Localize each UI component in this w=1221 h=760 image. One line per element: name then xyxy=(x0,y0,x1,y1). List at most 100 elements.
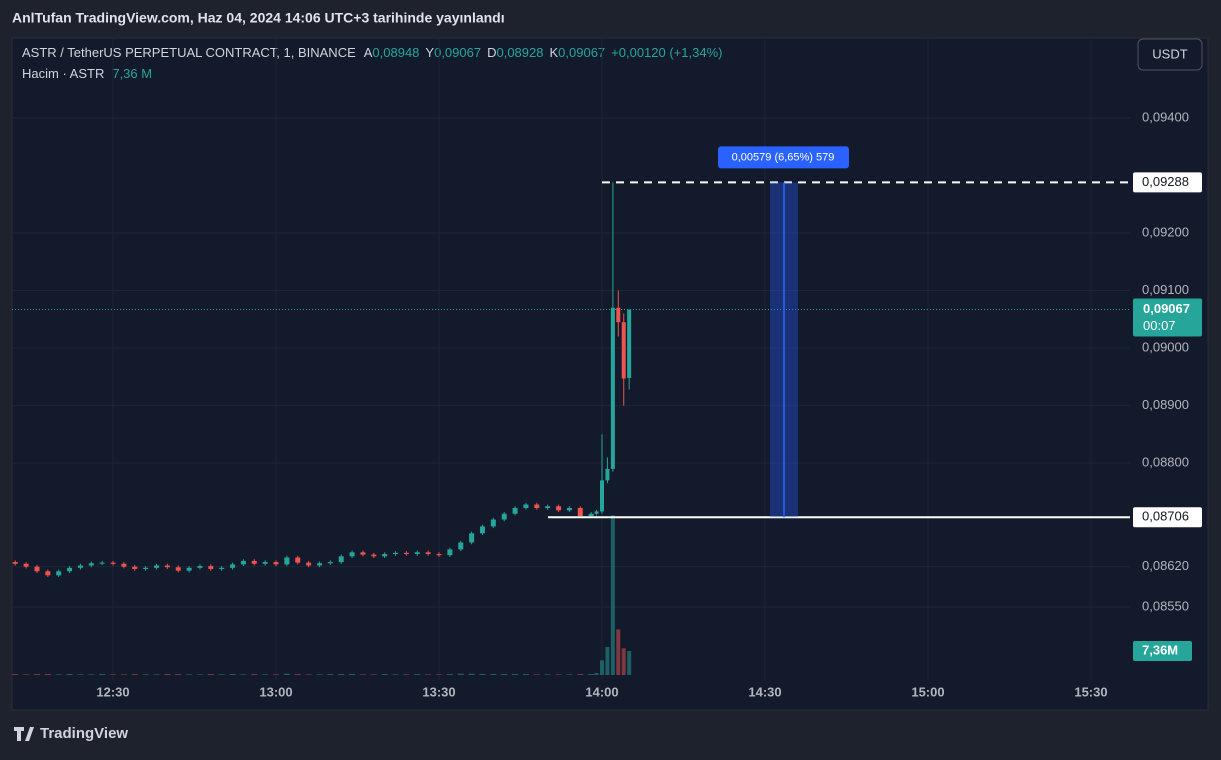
candle-body xyxy=(175,567,181,571)
candle-body xyxy=(34,566,40,572)
volume-bar xyxy=(99,674,106,675)
volume-bar xyxy=(164,674,171,675)
candle-body xyxy=(512,507,518,514)
volume-bar xyxy=(414,674,421,675)
level-label: 0,08706 xyxy=(1142,509,1189,524)
x-tick-label: 15:30 xyxy=(1074,684,1107,699)
volume-bar xyxy=(594,673,599,675)
volume-bar xyxy=(175,674,182,675)
candle-body xyxy=(208,566,214,569)
value: 0,09067 xyxy=(558,45,605,60)
currency-button[interactable] xyxy=(1137,38,1203,71)
candle-body xyxy=(501,513,507,520)
last-price-badge xyxy=(1133,298,1202,337)
volume-bar xyxy=(77,674,84,675)
volume-bar xyxy=(522,674,529,675)
published-note: AnlTufan TradingView.com, Haz 04, 2024 1… xyxy=(12,10,505,26)
volume-bar xyxy=(392,674,399,675)
level-label-box xyxy=(1133,507,1202,528)
x-tick-label: 13:30 xyxy=(422,684,455,699)
candle-body xyxy=(56,571,62,576)
volume-bar xyxy=(436,674,443,675)
volume-bar xyxy=(23,674,30,675)
candle-body xyxy=(605,468,610,481)
key: A xyxy=(364,45,373,60)
key: Y xyxy=(425,45,434,60)
volume-bar xyxy=(12,674,19,675)
candle-body xyxy=(621,322,626,379)
candle-body xyxy=(12,562,18,564)
candle-body xyxy=(490,519,496,527)
volume-bar xyxy=(588,674,595,675)
candle-body xyxy=(371,554,377,557)
candle-body xyxy=(23,563,29,567)
candle-body xyxy=(566,507,572,511)
volume-bar xyxy=(425,674,432,675)
candle-body xyxy=(616,307,621,323)
volume-bar xyxy=(196,674,203,675)
volume-bar xyxy=(229,674,236,675)
y-tick-label: 0,09400 xyxy=(1142,109,1189,124)
volume-bar xyxy=(305,674,312,675)
y-tick-label: 0,08620 xyxy=(1142,558,1189,573)
candle-body xyxy=(251,560,257,564)
key: D xyxy=(487,45,496,60)
volume-bar xyxy=(533,674,540,675)
legend-line: ASTR / TetherUS PERPETUAL CONTRACT, 1, B… xyxy=(22,45,722,60)
volume-bar xyxy=(349,674,356,675)
volume-bar xyxy=(218,674,225,675)
candle-body xyxy=(534,504,540,508)
candle-body xyxy=(360,552,366,555)
candle-body xyxy=(545,506,551,508)
candle-body xyxy=(143,567,149,569)
volume-bar xyxy=(283,673,290,675)
y-tick-label: 0,09100 xyxy=(1142,282,1189,297)
candle-body xyxy=(556,506,562,511)
currency[interactable]: USDT xyxy=(1152,46,1187,61)
x-tick-label: 14:30 xyxy=(748,684,781,699)
volume-bar xyxy=(600,660,604,675)
volume-bar xyxy=(512,674,519,675)
candle-body xyxy=(327,562,333,564)
y-tick-label: 0,08900 xyxy=(1142,397,1189,412)
volume-bar xyxy=(316,674,323,675)
volume-bar xyxy=(468,673,475,675)
candle-body xyxy=(110,562,116,564)
volume-bar xyxy=(273,674,280,675)
level-label-box xyxy=(1133,172,1202,193)
candle-body xyxy=(77,565,83,568)
x-tick-label: 13:00 xyxy=(259,684,292,699)
candle-body xyxy=(132,566,138,569)
candle-body xyxy=(45,571,51,576)
volume-bar xyxy=(110,674,117,675)
key: K xyxy=(549,45,558,60)
volume-value: 7,36 M xyxy=(112,66,152,81)
change: +0,00120 (+1,34%) xyxy=(611,45,722,60)
candle-body xyxy=(164,565,170,568)
volume-bar xyxy=(120,674,127,675)
candle-body xyxy=(262,562,268,564)
volume-bar xyxy=(240,674,247,675)
volume-bar xyxy=(370,674,377,675)
chart-pane xyxy=(11,37,1209,711)
x-tick-label: 15:00 xyxy=(911,684,944,699)
volume-bar xyxy=(610,515,615,675)
value: 0,08948 xyxy=(372,45,419,60)
volume-bar xyxy=(479,674,486,675)
candle-body xyxy=(479,526,485,534)
candle-body xyxy=(338,556,344,563)
measure-label-box xyxy=(718,146,849,169)
x-tick-label: 14:00 xyxy=(585,684,618,699)
volume-bar xyxy=(403,674,410,675)
volume-bar xyxy=(153,674,160,675)
candle-body xyxy=(436,554,442,556)
logo xyxy=(14,727,34,741)
y-tick-label: 0,08800 xyxy=(1142,455,1189,470)
volume-bar xyxy=(44,674,51,675)
volume-badge-label: 7,36M xyxy=(1142,642,1178,657)
candle-body xyxy=(306,562,312,566)
volume-bar xyxy=(621,648,626,675)
candle-body xyxy=(469,533,475,543)
volume-bar xyxy=(566,674,573,675)
volume-bar xyxy=(131,674,138,675)
